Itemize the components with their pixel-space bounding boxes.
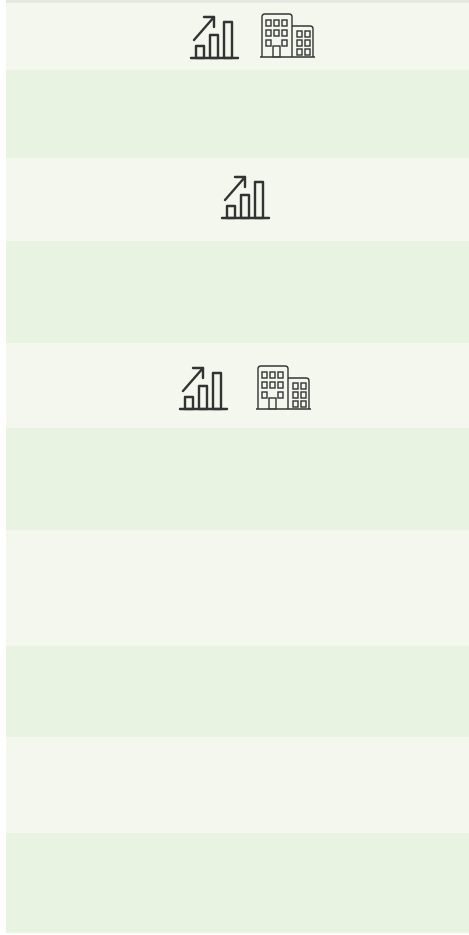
row: [6, 3, 469, 70]
row: [6, 646, 469, 737]
row: [6, 833, 469, 933]
row: [6, 70, 469, 158]
row: [6, 241, 469, 343]
top-edge: [6, 0, 469, 3]
row: [6, 343, 469, 428]
row: [6, 530, 469, 646]
row: [6, 737, 469, 833]
row: [6, 428, 469, 530]
row: [6, 158, 469, 241]
